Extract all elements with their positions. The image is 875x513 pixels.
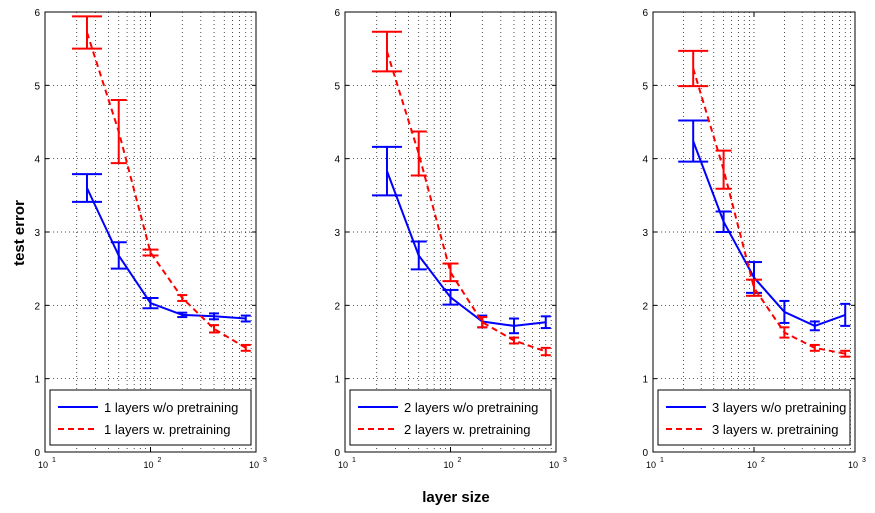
series-line-2 — [386, 51, 547, 353]
x-tick-label: 10 — [848, 460, 858, 470]
y-tick-label: 4 — [642, 155, 648, 166]
error-bar — [371, 145, 402, 197]
error-bar — [678, 49, 709, 88]
y-tick-label: 3 — [642, 228, 648, 239]
x-tick-exponent: 1 — [660, 457, 664, 464]
legend-box — [49, 389, 252, 446]
x-tick-label: 10 — [549, 460, 559, 470]
legend-label-2: 2 layers w. pretraining — [404, 422, 530, 437]
error-bar — [715, 210, 732, 233]
series-line-1 — [86, 187, 246, 320]
x-tick-label: 10 — [646, 460, 656, 470]
chart-panel-3: 0 1 2 3 4 5 6 10 1 10 2 10 3 3 layers w/o pretraining… — [642, 8, 866, 470]
x-tick-label: 10 — [249, 460, 259, 470]
error-bar — [142, 297, 159, 310]
y-tick-label: 6 — [642, 8, 648, 19]
error-bar — [540, 315, 551, 330]
error-bar — [477, 316, 488, 329]
error-bar — [809, 343, 820, 352]
y-tick-label: 0 — [34, 448, 40, 459]
error-bar — [442, 262, 459, 283]
x-tick-label: 10 — [38, 460, 48, 470]
legend-label-1: 1 layers w/o pretraining — [104, 400, 238, 415]
error-bar — [715, 149, 732, 190]
legend: 2 layers w/o pretraining 2 layers w. pret… — [349, 389, 552, 446]
x-tick-label: 10 — [338, 460, 348, 470]
y-tick-label: 2 — [334, 301, 340, 312]
y-tick-label: 6 — [334, 8, 340, 19]
error-bar — [809, 320, 820, 332]
legend-label-2: 1 layers w. pretraining — [104, 422, 230, 437]
error-bar — [177, 311, 188, 319]
x-tick-exponent: 3 — [563, 457, 567, 464]
error-bar — [240, 314, 251, 323]
error-bar — [779, 326, 790, 339]
error-bar — [71, 173, 102, 203]
y-tick-label: 3 — [334, 228, 340, 239]
series-line-2 — [692, 68, 846, 355]
x-tick-label: 10 — [747, 460, 757, 470]
legend-label-1: 3 layers w/o pretraining — [712, 400, 846, 415]
y-tick-label: 2 — [642, 301, 648, 312]
x-tick-exponent: 2 — [761, 457, 765, 464]
error-bar — [209, 312, 220, 321]
y-tick-label: 0 — [642, 448, 648, 459]
legend: 3 layers w/o pretraining 3 layers w. pret… — [657, 389, 851, 446]
series-line-2 — [86, 32, 247, 349]
error-bar — [678, 119, 709, 163]
legend-box — [349, 389, 552, 446]
error-bar — [540, 346, 551, 357]
x-tick-exponent: 2 — [158, 457, 162, 464]
x-tick-exponent: 3 — [263, 457, 267, 464]
error-bar — [840, 349, 851, 358]
y-tick-label: 0 — [334, 448, 340, 459]
error-bar — [371, 30, 402, 73]
error-bar — [71, 15, 102, 50]
y-tick-label: 1 — [34, 375, 40, 386]
series-line-1 — [692, 140, 846, 327]
error-bar — [779, 299, 790, 324]
y-tick-label: 6 — [34, 8, 40, 19]
y-axis-label: test error — [11, 200, 28, 266]
error-bar — [142, 248, 159, 257]
x-tick-exponent: 3 — [862, 457, 866, 464]
x-tick-exponent: 2 — [458, 457, 462, 464]
chart-panel-2: 0 1 2 3 4 5 6 10 1 10 2 10 3 2 layers w/o pretraining… — [334, 8, 567, 470]
error-bar — [746, 278, 762, 297]
y-tick-label: 5 — [334, 81, 340, 92]
error-bar — [840, 302, 851, 327]
y-tick-label: 1 — [642, 375, 648, 386]
error-bar — [110, 241, 127, 270]
error-bar — [177, 294, 188, 302]
x-tick-label: 10 — [443, 460, 453, 470]
x-tick-label: 10 — [143, 460, 153, 470]
error-bar — [209, 324, 220, 334]
x-tick-exponent: 1 — [352, 457, 356, 464]
x-axis-label: layer size — [422, 489, 490, 506]
error-bar — [442, 288, 459, 306]
y-tick-label: 4 — [34, 155, 40, 166]
error-bar — [509, 317, 520, 335]
error-bar — [410, 130, 427, 177]
y-tick-label: 2 — [34, 301, 40, 312]
y-tick-label: 5 — [642, 81, 648, 92]
chart-panel-1: 0 1 2 3 4 5 6 10 1 10 2 10 3 1 layers w/o pretraining… — [34, 8, 267, 470]
error-bar — [509, 336, 520, 345]
legend-label-1: 2 layers w/o pretraining — [404, 400, 538, 415]
y-tick-label: 1 — [334, 375, 340, 386]
legend: 1 layers w/o pretraining 1 layers w. pret… — [49, 389, 252, 446]
y-tick-label: 5 — [34, 81, 40, 92]
error-bar — [110, 99, 127, 165]
legend-label-2: 3 layers w. pretraining — [712, 422, 838, 437]
error-bar — [410, 240, 427, 271]
error-bar — [240, 343, 251, 352]
legend-box — [657, 389, 851, 446]
y-tick-label: 3 — [34, 228, 40, 239]
x-tick-exponent: 1 — [52, 457, 56, 464]
y-tick-label: 4 — [334, 155, 340, 166]
